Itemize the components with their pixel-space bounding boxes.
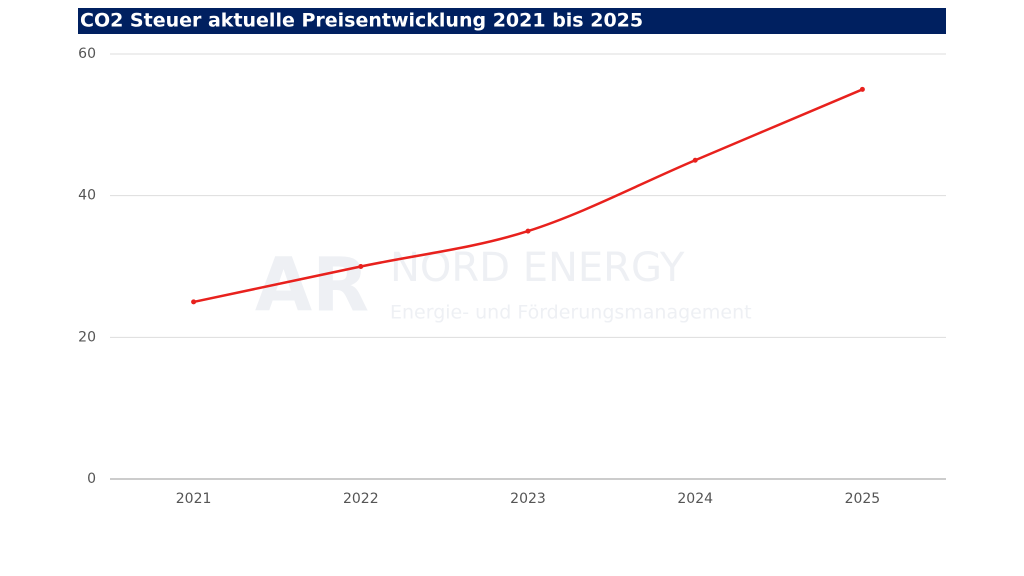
point [525, 228, 531, 234]
watermark-subtitle: Energie- und Förderungsmanagement [390, 302, 752, 324]
point [859, 86, 865, 92]
point [191, 299, 197, 305]
x-tick-label: 2021 [176, 491, 212, 507]
x-tick-label: 2022 [343, 491, 379, 507]
y-tick-label: 40 [78, 188, 96, 204]
x-tick-label: 2023 [510, 491, 546, 507]
point [692, 157, 698, 163]
title-bar [78, 8, 946, 34]
x-tick-label: 2024 [677, 491, 713, 507]
y-tick-label: 0 [87, 471, 96, 487]
point [358, 264, 364, 269]
y-tick-label: 20 [78, 329, 96, 345]
x-tick-label: 2025 [845, 491, 881, 507]
y-tick-label: 60 [78, 46, 96, 62]
chart-title: CO2 Steuer aktuelle Preisentwicklung 202… [80, 10, 643, 32]
